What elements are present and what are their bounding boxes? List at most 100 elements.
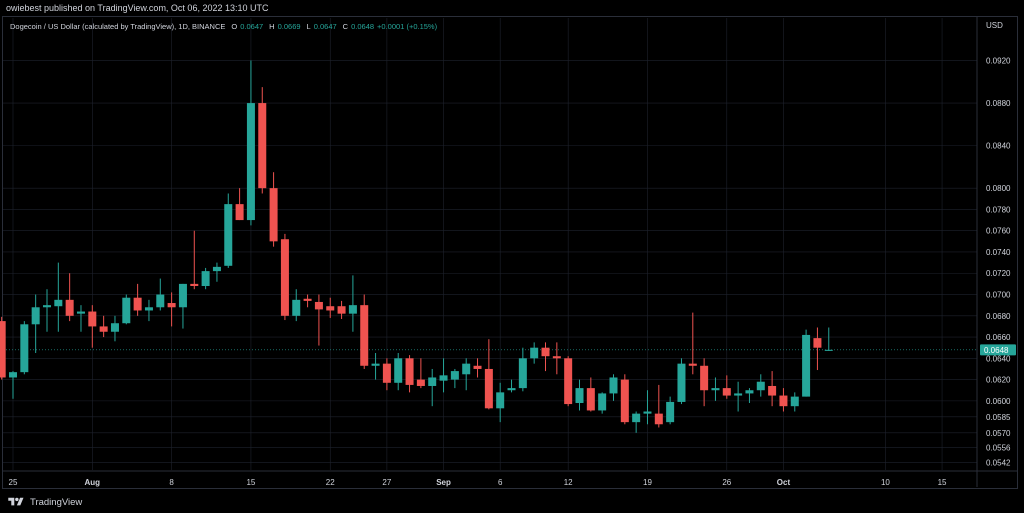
- candle[interactable]: [20, 321, 29, 375]
- candle[interactable]: [813, 327, 822, 371]
- candle[interactable]: [190, 230, 199, 290]
- candle[interactable]: [484, 339, 493, 410]
- candle[interactable]: [303, 294, 312, 308]
- candle[interactable]: [462, 358, 471, 391]
- candle[interactable]: [88, 305, 97, 348]
- candle[interactable]: [212, 262, 221, 282]
- candle[interactable]: [439, 358, 448, 393]
- candle[interactable]: [473, 358, 482, 378]
- candle-body: [144, 307, 153, 311]
- candle[interactable]: [575, 379, 584, 411]
- candle-body: [700, 365, 709, 391]
- candle[interactable]: [405, 355, 414, 393]
- candle[interactable]: [541, 342, 550, 372]
- candle[interactable]: [9, 371, 17, 399]
- candle[interactable]: [790, 392, 799, 412]
- candle[interactable]: [564, 356, 573, 407]
- candle[interactable]: [700, 358, 709, 407]
- candle[interactable]: [382, 358, 391, 391]
- candle[interactable]: [756, 374, 765, 397]
- candle[interactable]: [450, 368, 459, 389]
- price-tick-label: 0.0585: [986, 413, 1011, 422]
- candle[interactable]: [178, 283, 187, 329]
- candle[interactable]: [110, 315, 119, 342]
- candle-body: [666, 401, 675, 423]
- candle[interactable]: [280, 233, 289, 321]
- candle[interactable]: [654, 384, 663, 428]
- candle[interactable]: [224, 193, 233, 268]
- candle[interactable]: [258, 87, 267, 194]
- candle[interactable]: [269, 172, 278, 247]
- candle[interactable]: [598, 392, 607, 414]
- candle-body: [371, 363, 380, 366]
- candle[interactable]: [428, 368, 437, 407]
- time-tick-label: 25: [9, 478, 18, 487]
- candle[interactable]: [167, 292, 176, 327]
- candle[interactable]: [586, 377, 595, 412]
- candle[interactable]: [371, 353, 380, 380]
- candle[interactable]: [677, 358, 686, 405]
- price-tick-label: 0.0780: [986, 205, 1011, 214]
- candle[interactable]: [620, 374, 629, 425]
- candle[interactable]: [802, 329, 811, 397]
- candle[interactable]: [0, 316, 6, 380]
- candle-body: [586, 388, 595, 411]
- candle[interactable]: [314, 294, 323, 346]
- candle[interactable]: [348, 275, 357, 332]
- candle[interactable]: [133, 283, 142, 316]
- candle[interactable]: [552, 342, 561, 375]
- time-tick-label: 19: [643, 478, 652, 487]
- candle[interactable]: [65, 273, 74, 322]
- candle-body: [280, 239, 289, 316]
- candle[interactable]: [326, 297, 335, 318]
- candle[interactable]: [734, 381, 743, 412]
- candle[interactable]: [666, 396, 675, 425]
- candle[interactable]: [76, 305, 85, 332]
- candle[interactable]: [235, 188, 244, 221]
- candle-body: [620, 379, 629, 423]
- symbol-title: Dogecoin / US Dollar (calculated by Trad…: [10, 22, 226, 31]
- candle[interactable]: [518, 347, 527, 392]
- candle[interactable]: [507, 379, 516, 393]
- price-tick-label: 0.0720: [986, 269, 1011, 278]
- candle[interactable]: [31, 294, 40, 354]
- candle[interactable]: [768, 371, 777, 407]
- candle[interactable]: [824, 327, 833, 351]
- candle[interactable]: [688, 312, 697, 375]
- candle[interactable]: [42, 289, 51, 332]
- price-tick-label: 0.0570: [986, 429, 1011, 438]
- candle[interactable]: [122, 294, 131, 325]
- grid-lines: [3, 18, 977, 470]
- candle-body: [348, 305, 357, 314]
- candle[interactable]: [337, 300, 346, 319]
- open-value: 0.0647: [240, 22, 264, 31]
- candle-body: [314, 301, 323, 310]
- candle-body: [473, 365, 482, 369]
- candle-body: [507, 388, 516, 391]
- candle[interactable]: [632, 411, 641, 433]
- candle-body: [258, 103, 267, 189]
- tradingview-footer[interactable]: TradingView: [6, 494, 82, 510]
- candle[interactable]: [292, 289, 301, 322]
- candle[interactable]: [394, 353, 403, 391]
- candle[interactable]: [643, 390, 652, 425]
- candle-body: [609, 377, 618, 394]
- candle[interactable]: [711, 377, 720, 401]
- candle[interactable]: [496, 382, 505, 423]
- price-tick-label: 0.0760: [986, 227, 1011, 236]
- candle[interactable]: [360, 294, 369, 369]
- candle[interactable]: [99, 315, 108, 338]
- candle[interactable]: [416, 358, 425, 389]
- candle[interactable]: [779, 388, 788, 412]
- candle[interactable]: [530, 342, 539, 364]
- candle[interactable]: [156, 278, 165, 311]
- candle[interactable]: [722, 375, 731, 399]
- candle[interactable]: [144, 299, 153, 322]
- candle-body: [722, 388, 731, 396]
- candle[interactable]: [54, 262, 63, 332]
- candle[interactable]: [201, 267, 210, 290]
- candle[interactable]: [745, 388, 754, 403]
- candle[interactable]: [609, 374, 618, 401]
- candle[interactable]: [246, 60, 255, 226]
